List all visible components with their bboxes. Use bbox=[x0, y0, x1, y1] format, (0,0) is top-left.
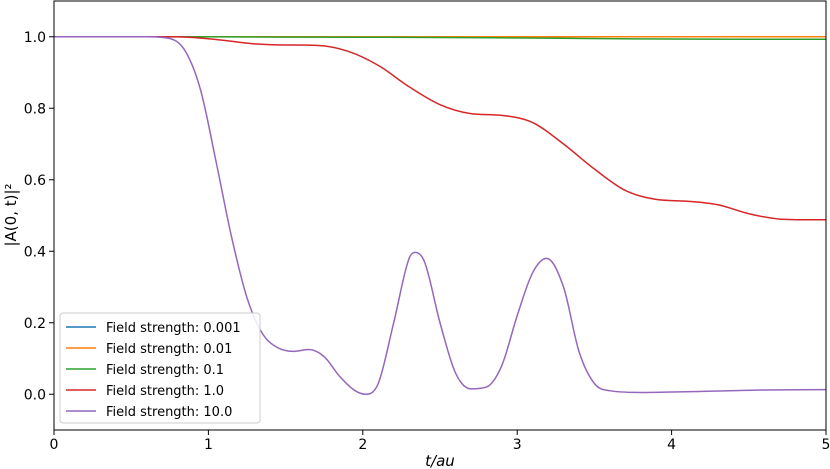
x-axis-label: t/au bbox=[425, 452, 455, 469]
legend-box bbox=[59, 312, 261, 424]
y-axis-label: |A(0, t)|² bbox=[2, 183, 20, 246]
y-tick-label: 0.0 bbox=[24, 387, 46, 403]
axes: 0 1 2 3 4 5 0.0 0.2 0.4 0.6 0.8 1.0 bbox=[24, 30, 830, 453]
plot-frame bbox=[53, 0, 827, 431]
series-lines bbox=[53, 35, 827, 395]
legend: Field strength: 0.001 Field strength: 0.0… bbox=[59, 312, 261, 424]
y-tick-label: 1.0 bbox=[24, 30, 46, 46]
x-tick-label: 2 bbox=[358, 437, 367, 453]
legend-label: Field strength: 0.1 bbox=[106, 363, 224, 378]
legend-label: Field strength: 0.001 bbox=[106, 321, 241, 336]
legend-label: Field strength: 0.01 bbox=[106, 342, 232, 357]
x-tick-label: 4 bbox=[667, 437, 676, 453]
x-tick-label: 1 bbox=[204, 437, 213, 453]
x-tick-label: 0 bbox=[50, 437, 59, 453]
y-tick-label: 0.6 bbox=[24, 173, 46, 189]
x-tick-label: 3 bbox=[513, 437, 522, 453]
legend-label: Field strength: 10.0 bbox=[106, 405, 232, 420]
legend-label: Field strength: 1.0 bbox=[106, 384, 224, 399]
y-tick-label: 0.8 bbox=[24, 101, 46, 117]
y-tick-label: 0.4 bbox=[24, 244, 46, 260]
series-line-4 bbox=[53, 35, 826, 221]
y-tick-label: 0.2 bbox=[24, 316, 46, 332]
x-tick-label: 5 bbox=[822, 437, 830, 453]
series-line-5 bbox=[53, 35, 827, 395]
